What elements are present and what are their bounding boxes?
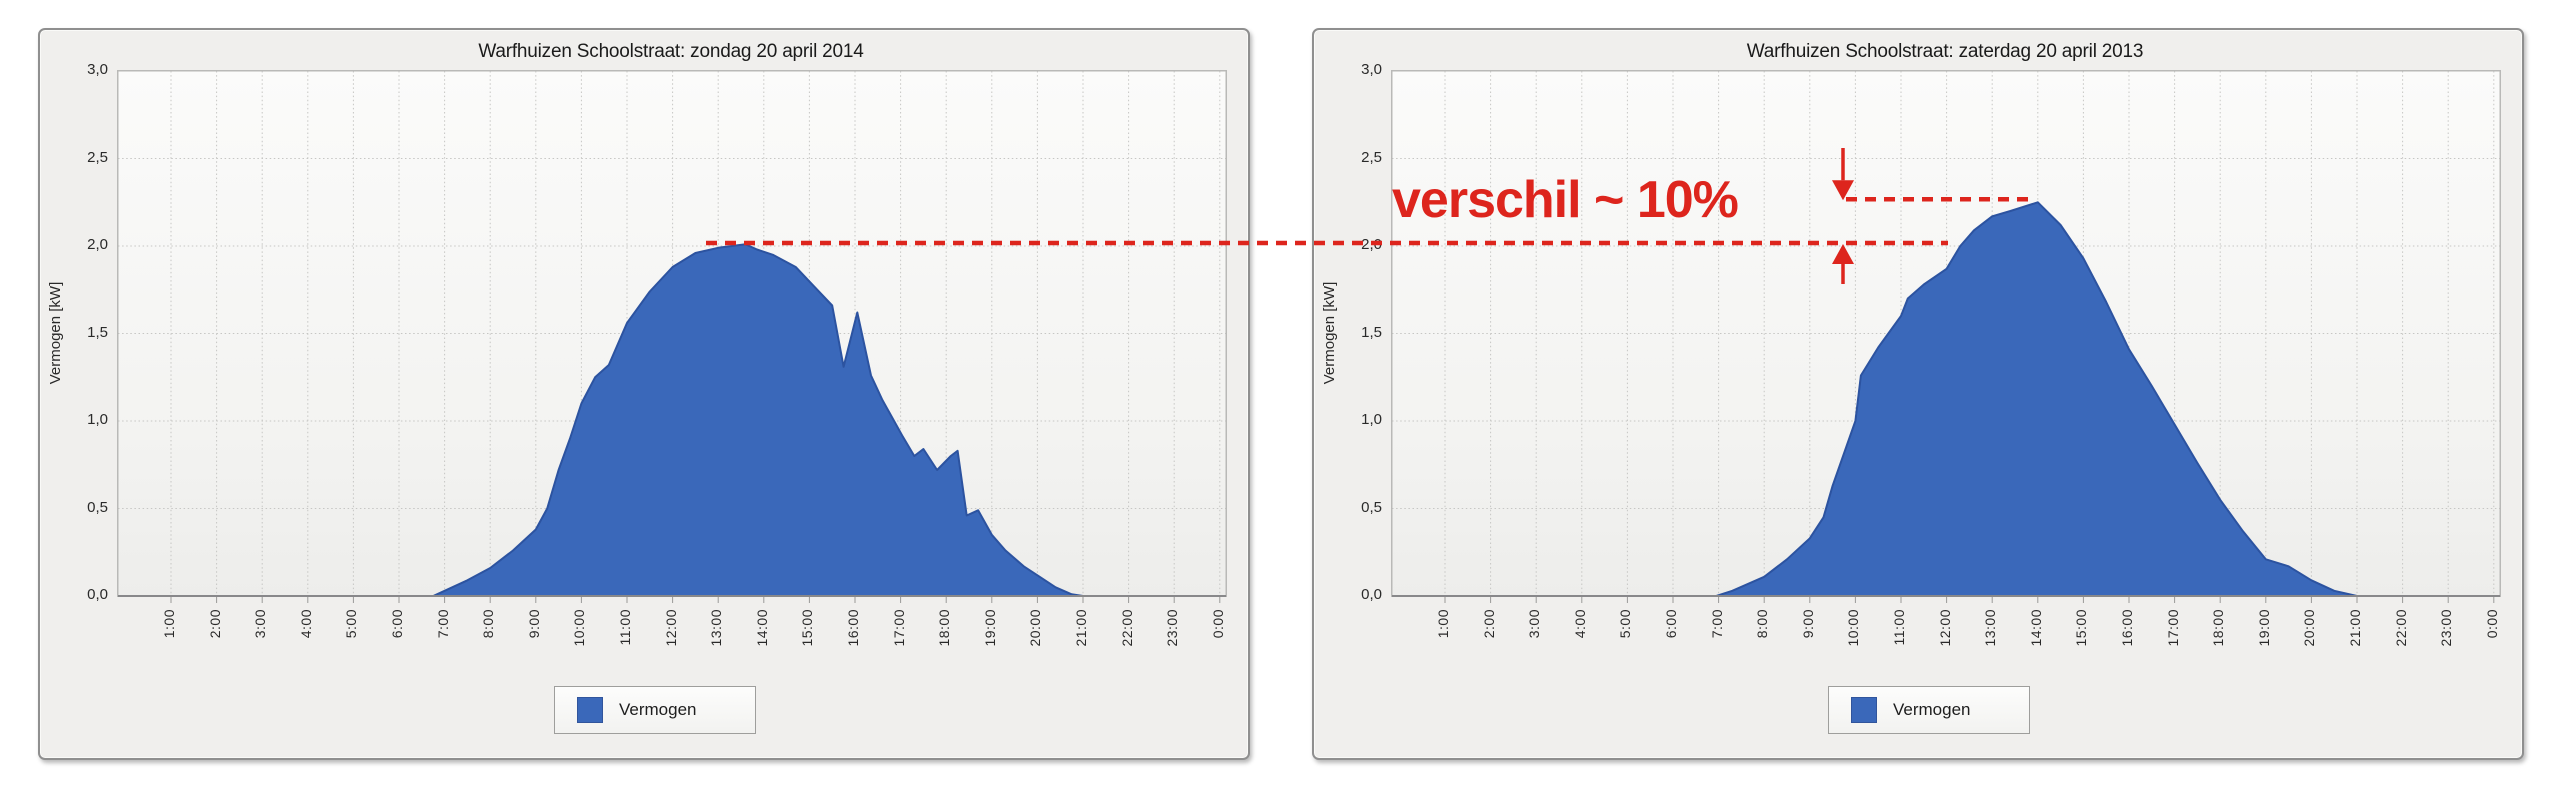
chart-panel-2014: Warfhuizen Schoolstraat: zondag 20 april… <box>38 28 1250 760</box>
plot-area <box>117 70 1227 603</box>
x-tick-label: 21:00 <box>1073 609 1089 647</box>
x-tick-label: 8:00 <box>1754 609 1771 639</box>
x-tick-label: 19:00 <box>981 609 998 647</box>
x-tick-label: 12:00 <box>1936 609 1953 647</box>
x-tick-label: 0:00 <box>1209 609 1226 639</box>
x-tick-label: 11:00 <box>1891 609 1907 646</box>
annotation-difference-label: verschil ~ 10% <box>1392 171 1739 229</box>
y-tick-label: 1,5 <box>87 323 108 341</box>
plot-svg <box>1391 70 2501 603</box>
legend-label: Vermogen <box>619 700 697 719</box>
legend: Vermogen <box>554 686 756 734</box>
y-tick-label: 0,5 <box>87 498 108 516</box>
x-tick-label: 13:00 <box>1982 609 1999 647</box>
chart-title: Warfhuizen Schoolstraat: zaterdag 20 apr… <box>1746 41 2144 62</box>
x-tick-label: 1:00 <box>1435 609 1451 639</box>
x-tick-label: 15:00 <box>2073 609 2090 647</box>
x-tick-label: 12:00 <box>662 609 679 647</box>
x-tick-label: 20:00 <box>1027 609 1044 647</box>
x-tick-label: 7:00 <box>1708 609 1725 639</box>
y-tick-label: 2,5 <box>87 148 108 166</box>
x-tick-label: 4:00 <box>297 609 314 639</box>
y-tick-label: 1,0 <box>1361 411 1382 428</box>
x-tick-label: 8:00 <box>480 609 497 639</box>
x-tick-label: 18:00 <box>936 609 953 647</box>
x-tick-label: 3:00 <box>1526 609 1543 639</box>
x-tick-label: 17:00 <box>2164 609 2181 647</box>
plot-svg <box>117 70 1227 603</box>
y-tick-label: 0,0 <box>1361 586 1382 603</box>
x-tick-label: 17:00 <box>890 609 907 647</box>
x-tick-label: 9:00 <box>525 609 542 639</box>
chart-title: Warfhuizen Schoolstraat: zondag 20 april… <box>478 41 864 62</box>
x-tick-label: 9:00 <box>1799 609 1816 639</box>
x-tick-label: 5:00 <box>343 609 360 639</box>
x-tick-label: 0:00 <box>2483 609 2500 639</box>
x-tick-label: 16:00 <box>845 609 861 647</box>
y-tick-label: 3,0 <box>1361 61 1382 78</box>
area-series-vermogen <box>1399 202 2494 597</box>
x-tick-label: 4:00 <box>1571 609 1588 639</box>
y-tick-label: 2,5 <box>1361 148 1382 166</box>
x-tick-label: 14:00 <box>753 609 770 647</box>
x-tick-label: 22:00 <box>2392 609 2409 647</box>
x-tick-label: 5:00 <box>1617 609 1634 639</box>
y-tick-label: 2,0 <box>1361 236 1382 253</box>
x-tick-label: 15:00 <box>799 609 816 647</box>
x-tick-label: 2:00 <box>206 609 223 639</box>
x-tick-label: 21:00 <box>2347 609 2363 647</box>
chart-panel-2013: Warfhuizen Schoolstraat: zaterdag 20 apr… <box>1312 28 2524 760</box>
x-tick-label: 10:00 <box>1845 609 1862 647</box>
x-tick-label: 11:00 <box>617 609 633 646</box>
x-tick-label: 2:00 <box>1480 609 1497 639</box>
legend-swatch <box>577 697 603 723</box>
x-tick-label: 16:00 <box>2119 609 2135 647</box>
x-tick-label: 22:00 <box>1118 609 1135 647</box>
plot-area <box>1391 70 2501 603</box>
x-tick-label: 1:00 <box>161 609 177 639</box>
legend-label: Vermogen <box>1893 700 1971 719</box>
x-tick-label: 13:00 <box>708 609 725 647</box>
y-tick-label: 1,5 <box>1361 323 1382 341</box>
x-tick-label: 14:00 <box>2027 609 2044 647</box>
legend-swatch <box>1851 697 1877 723</box>
x-tick-label: 19:00 <box>2255 609 2272 647</box>
x-tick-label: 20:00 <box>2301 609 2318 647</box>
x-tick-label: 23:00 <box>2438 609 2455 647</box>
x-tick-label: 23:00 <box>1164 609 1181 647</box>
x-tick-label: 7:00 <box>434 609 451 639</box>
x-tick-label: 18:00 <box>2210 609 2227 647</box>
y-tick-label: 0,0 <box>87 586 108 603</box>
y-tick-label: 1,0 <box>87 411 108 428</box>
y-tick-label: 2,0 <box>87 236 108 253</box>
area-series-vermogen <box>125 244 1220 597</box>
y-tick-label: 0,5 <box>1361 498 1382 516</box>
x-tick-label: 3:00 <box>252 609 269 639</box>
y-tick-label: 3,0 <box>87 61 108 78</box>
legend: Vermogen <box>1828 686 2030 734</box>
x-tick-label: 10:00 <box>571 609 588 647</box>
x-tick-label: 6:00 <box>1663 609 1679 639</box>
x-tick-label: 6:00 <box>389 609 405 639</box>
